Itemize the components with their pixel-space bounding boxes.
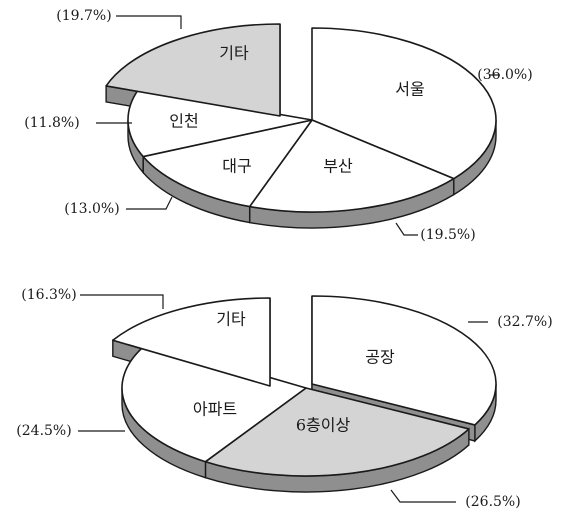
value-label-item-3: (16.3%) [21, 287, 76, 303]
leader-line-item-4 [116, 16, 181, 29]
leader-line-item-2 [126, 197, 172, 209]
slice-label-item-3: 인천 [169, 112, 198, 131]
slice-label-6: 6층이상 [296, 416, 351, 435]
slice-label-item-1: 부산 [323, 157, 353, 176]
pie-chart-regions: 서울 (36.0%) 부산 (19.5%) 대구 (13.0%) 인천 (11.8%) 기타 (1… [24, 8, 532, 243]
value-label-6: (26.5%) [465, 494, 520, 510]
value-label-item-4: (19.7%) [56, 8, 111, 24]
slice-label-item-2: 아파트 [193, 400, 237, 419]
slice-label-item-0: 공장 [365, 348, 395, 367]
value-label-item-1: (19.5%) [420, 227, 475, 243]
pie-chart-locations: 공장 (32.7%) 6층이상 (26.5%) 아파트 (24.5%) 기타 (16.3%) [16, 287, 552, 510]
slice-label-item-2: 대구 [222, 157, 251, 176]
leader-line-6 [391, 490, 456, 502]
slice-label-item-3: 기타 [216, 310, 246, 329]
value-label-item-2: (24.5%) [16, 423, 71, 439]
leader-line-item-3 [80, 295, 163, 309]
slice-label-item-0: 서울 [395, 80, 424, 99]
leader-line-item-1 [396, 223, 418, 235]
slice-label-item-4: 기타 [219, 44, 249, 63]
value-label-item-0: (36.0%) [477, 67, 532, 83]
value-label-item-3: (11.8%) [24, 115, 79, 131]
value-label-item-0: (32.7%) [497, 314, 552, 330]
value-label-item-2: (13.0%) [64, 201, 119, 217]
